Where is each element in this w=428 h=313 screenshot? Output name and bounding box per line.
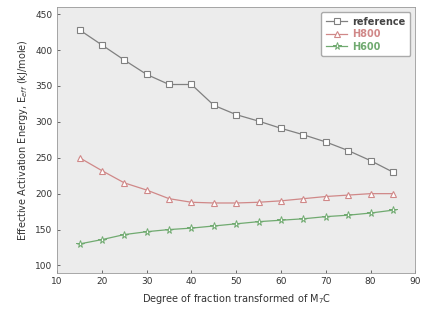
H600 [368,211,373,215]
Line: reference: reference [77,27,396,175]
reference [77,28,82,32]
H800 [279,199,284,203]
reference [323,140,328,144]
reference [122,58,127,62]
H800 [166,197,172,201]
reference [345,149,351,152]
H600 [77,242,82,246]
H600 [301,217,306,221]
reference [390,170,395,174]
reference [301,133,306,137]
Line: H800: H800 [77,155,396,206]
H800 [189,200,194,204]
H800 [144,188,149,192]
H600 [345,213,351,217]
reference [256,119,261,123]
H600 [323,215,328,218]
H600 [99,238,104,242]
H800 [234,201,239,205]
H800 [77,156,82,160]
H600 [144,230,149,233]
reference [144,73,149,76]
Y-axis label: Effective Activation Energy, E$_{eff}$ (kJ/mole): Effective Activation Energy, E$_{eff}$ (… [15,39,30,241]
H600 [234,222,239,226]
reference [234,113,239,116]
reference [368,159,373,162]
Line: H600: H600 [76,206,397,248]
H800 [368,192,373,196]
H800 [390,192,395,196]
H800 [211,201,217,205]
Legend: reference, H800, H600: reference, H800, H600 [321,12,410,56]
H600 [166,228,172,231]
H800 [122,181,127,185]
H800 [323,195,328,198]
H800 [99,169,104,172]
H600 [189,226,194,230]
reference [99,43,104,47]
reference [279,126,284,130]
reference [211,103,217,107]
reference [166,83,172,86]
X-axis label: Degree of fraction transformed of M$_7$C: Degree of fraction transformed of M$_7$C [142,292,331,306]
H600 [279,218,284,222]
H600 [211,224,217,228]
H600 [390,208,395,212]
H800 [256,200,261,204]
H800 [301,197,306,201]
H600 [122,233,127,236]
H600 [256,220,261,223]
H800 [345,193,351,197]
reference [189,83,194,86]
